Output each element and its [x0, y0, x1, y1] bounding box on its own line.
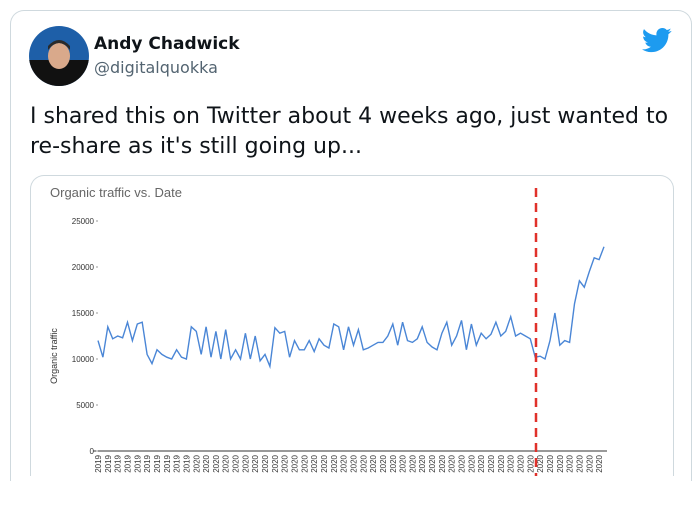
- x-tick-label: 2020: [320, 454, 329, 472]
- x-tick-label: 2020: [369, 454, 378, 472]
- x-tick-label: 2020: [330, 454, 339, 472]
- x-tick-label: 2020: [458, 454, 467, 472]
- y-tick-label: 20000: [72, 263, 95, 272]
- x-tick-label: 2020: [359, 454, 368, 472]
- chart-title: Organic traffic vs. Date: [50, 185, 182, 200]
- x-tick-label: 2020: [399, 454, 408, 472]
- x-tick-label: 2020: [575, 454, 584, 472]
- x-tick-label: 2019: [133, 454, 142, 472]
- twitter-logo[interactable]: [642, 28, 672, 53]
- x-tick-label: 2020: [477, 454, 486, 472]
- x-tick-label: 2020: [526, 454, 535, 472]
- x-tick-label: 2020: [516, 454, 525, 472]
- x-tick-label: 2020: [349, 454, 358, 472]
- author-name[interactable]: Andy Chadwick: [94, 34, 240, 54]
- x-tick-label: 2020: [448, 454, 457, 472]
- x-tick-label: 2020: [566, 454, 575, 472]
- x-tick-label: 2019: [104, 454, 113, 472]
- x-tick-label: 2020: [497, 454, 506, 472]
- x-tick-label: 2019: [94, 454, 103, 472]
- x-tick-label: 2020: [467, 454, 476, 472]
- x-tick-label: 2020: [487, 454, 496, 472]
- x-tick-label: 2019: [123, 454, 132, 472]
- x-tick-label: 2019: [173, 454, 182, 472]
- x-tick-label: 2020: [241, 454, 250, 472]
- x-tick-label: 2020: [251, 454, 260, 472]
- chart: Organic traffic vs. Date Organic traffic…: [49, 185, 607, 476]
- x-tick-label: 2020: [232, 454, 241, 472]
- x-tick-label: 2020: [389, 454, 398, 472]
- x-tick-label: 2019: [182, 454, 191, 472]
- x-tick-label: 2020: [428, 454, 437, 472]
- tweet: [10, 10, 692, 481]
- x-tick-label: 2020: [340, 454, 349, 472]
- traffic-line: [97, 246, 605, 370]
- x-tick-label: 2019: [163, 454, 172, 472]
- x-tick-label: 2020: [281, 454, 290, 472]
- x-tick-label: 2020: [379, 454, 388, 472]
- y-tick-label: 15000: [72, 309, 95, 318]
- chart-card: Organic traffic vs. Date Organic traffic…: [30, 175, 674, 476]
- y-axis-title: Organic traffic: [49, 328, 59, 384]
- x-tick-label: 2020: [408, 454, 417, 472]
- x-tick-label: 2020: [585, 454, 594, 472]
- x-tick-label: 2020: [300, 454, 309, 472]
- x-tick-label: 2020: [595, 454, 604, 472]
- x-tick-label: 2020: [507, 454, 516, 472]
- x-tick-label: 2020: [222, 454, 231, 472]
- y-tick-label: 0: [90, 447, 95, 456]
- y-tick-label: 25000: [72, 217, 95, 226]
- y-tick-label: 5000: [76, 401, 94, 410]
- x-tick-label: 2020: [536, 454, 545, 472]
- x-tick-label: 2020: [212, 454, 221, 472]
- x-tick-label: 2019: [143, 454, 152, 472]
- x-tick-label: 2020: [438, 454, 447, 472]
- x-tick-label: 2020: [546, 454, 555, 472]
- x-tick-label: 2020: [310, 454, 319, 472]
- x-tick-label: 2020: [291, 454, 300, 472]
- x-tick-label: 2020: [192, 454, 201, 472]
- x-tick-label: 2020: [261, 454, 270, 472]
- x-tick-label: 2020: [202, 454, 211, 472]
- author-handle[interactable]: @digitalquokka: [94, 58, 218, 77]
- avatar[interactable]: [29, 26, 89, 86]
- y-tick-label: 10000: [72, 355, 95, 364]
- x-tick-label: 2019: [114, 454, 123, 472]
- x-tick-label: 2019: [153, 454, 162, 472]
- x-tick-label: 2020: [556, 454, 565, 472]
- x-tick-label: 2020: [418, 454, 427, 472]
- x-tick-label: 2020: [271, 454, 280, 472]
- tweet-text: I shared this on Twitter about 4 weeks a…: [30, 104, 669, 159]
